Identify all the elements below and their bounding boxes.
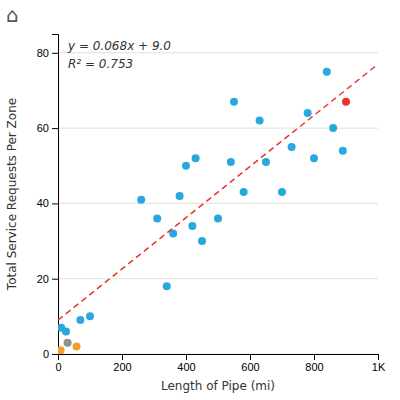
tick: 0 [55, 354, 61, 373]
point [198, 237, 206, 245]
point [64, 339, 72, 347]
tick-label: 600 [241, 361, 259, 373]
tick-mark [122, 354, 123, 360]
tick-mark [314, 354, 315, 360]
point [182, 162, 190, 170]
tick-label: 400 [177, 361, 195, 373]
tick: 0 [43, 348, 58, 360]
tick: 20 [37, 273, 58, 285]
tick-label: 200 [113, 361, 131, 373]
chart-svg: 0 200 400 600 800 1K 0 20 40 60 80 Length of Pipe (… [0, 0, 400, 400]
point [304, 109, 312, 117]
tick-label: 1K [372, 361, 386, 373]
point-series [342, 98, 350, 106]
point [76, 316, 84, 324]
point [288, 143, 296, 151]
point [227, 158, 235, 166]
point [339, 147, 347, 155]
x-axis-title: Length of Pipe (mi) [161, 379, 275, 393]
point [230, 98, 238, 106]
tick-label: 20 [37, 273, 49, 285]
point [329, 124, 337, 132]
point-series [64, 339, 72, 347]
marks [58, 64, 378, 354]
tick-label: 40 [37, 197, 49, 209]
tick-mark [52, 354, 58, 355]
x-axis: 0 200 400 600 800 1K [55, 354, 385, 373]
point [192, 154, 200, 162]
point [214, 214, 222, 222]
tick-mark [186, 354, 187, 360]
point [176, 192, 184, 200]
tick-mark [52, 279, 58, 280]
tick: 60 [37, 122, 58, 134]
point [310, 154, 318, 162]
point-series [58, 68, 347, 336]
tick: 40 [37, 197, 58, 209]
trend-line [58, 64, 378, 320]
tick-mark [52, 203, 58, 204]
tick-mark [52, 128, 58, 129]
tick-mark [378, 354, 379, 360]
point [262, 158, 270, 166]
annotation: R² = 0.753 [68, 57, 133, 71]
axis-line [52, 35, 59, 355]
tick: 1K [372, 354, 386, 373]
tick: 800 [305, 354, 323, 373]
icon: ⌂ [6, 3, 19, 27]
point [323, 68, 331, 76]
point [62, 327, 70, 335]
grid-line [58, 278, 378, 279]
tick-label: 60 [37, 122, 49, 134]
point [58, 346, 65, 354]
annotations: ⌂ y = 0.068x + 9.0 R² = 0.753 [6, 3, 171, 71]
tick-label: 800 [305, 361, 323, 373]
tick: 200 [113, 354, 131, 373]
tick: 80 [37, 47, 58, 59]
point [342, 98, 350, 106]
point [188, 222, 196, 230]
tick: 400 [177, 354, 195, 373]
tick-mark [250, 354, 251, 360]
point [278, 188, 286, 196]
tick-label: 0 [43, 348, 49, 360]
tick-label: 80 [37, 47, 49, 59]
tick: 600 [241, 354, 259, 373]
y-axis-title: Total Service Requests Per Zone [5, 98, 19, 291]
point [153, 214, 161, 222]
point [73, 342, 81, 350]
plot-area: 0 200 400 600 800 1K 0 20 40 60 80 [37, 35, 386, 373]
point [256, 117, 264, 125]
tick-mark [52, 53, 58, 54]
point [137, 196, 145, 204]
point [240, 188, 248, 196]
point [86, 312, 94, 320]
tick-label: 0 [55, 361, 61, 373]
chart-container: 0 200 400 600 800 1K 0 20 40 60 80 Length of Pipe (… [0, 0, 400, 400]
axis-line [59, 355, 379, 361]
grid [58, 53, 378, 354]
annotation: y = 0.068x + 9.0 [67, 39, 171, 53]
grid-line [58, 203, 378, 204]
y-axis: 0 20 40 60 80 [37, 35, 59, 361]
point [163, 282, 171, 290]
